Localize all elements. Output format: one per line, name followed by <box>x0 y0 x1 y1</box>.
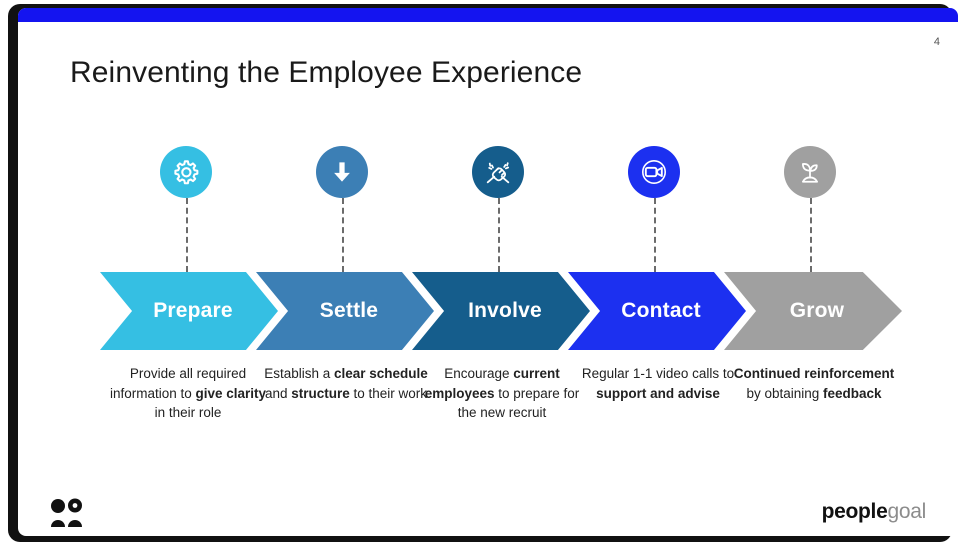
slide-shadow-frame: 4 Reinventing the Employee Experience <box>8 4 958 542</box>
peoplegoal-wordmark: peoplegoal <box>821 500 927 524</box>
step-connector-contact <box>654 198 656 272</box>
teamwork-grip-icon <box>472 146 524 198</box>
two-people-icon <box>48 498 84 528</box>
slide-top-accent-bar <box>18 8 958 22</box>
gear-icon <box>160 146 212 198</box>
page-number: 4 <box>933 36 940 48</box>
step-icon-contact <box>626 146 682 202</box>
step-caption-involve: Encourage current employees to prepare f… <box>424 366 580 421</box>
down-arrow-icon <box>316 146 368 198</box>
wordmark-goal: goal <box>887 500 926 523</box>
step-connector-settle <box>342 198 344 272</box>
page-title: Reinventing the Employee Experience <box>70 56 583 89</box>
video-camera-icon <box>628 146 680 198</box>
step-icon-prepare <box>158 146 214 202</box>
step-connector-grow <box>810 198 812 272</box>
process-icon-row <box>18 146 958 202</box>
step-label-involve: Involve <box>468 299 542 322</box>
step-connector-involve <box>498 198 500 272</box>
step-label-settle: Settle <box>319 299 379 322</box>
step-chevron-prepare[interactable]: Prepare <box>100 272 278 350</box>
step-caption-contact: Regular 1-1 video calls to support and a… <box>581 366 735 401</box>
step-icon-grow <box>782 146 838 202</box>
process-chevron-row: Prepare Settle Involve Contact Grow <box>18 272 958 350</box>
step-connector-prepare <box>186 198 188 272</box>
step-icon-involve <box>470 146 526 202</box>
step-caption-prepare: Provide all required information to give… <box>109 366 267 421</box>
step-chevron-grow[interactable]: Grow <box>724 272 902 350</box>
step-chevron-involve[interactable]: Involve <box>412 272 590 350</box>
step-chevron-contact[interactable]: Contact <box>568 272 746 350</box>
step-chevron-settle[interactable]: Settle <box>256 272 434 350</box>
step-label-prepare: Prepare <box>153 299 233 322</box>
step-icon-settle <box>314 146 370 202</box>
wordmark-people: people <box>821 500 888 523</box>
step-caption-grow: Continued reinforcement by obtaining fee… <box>733 366 895 401</box>
slide-canvas: 4 Reinventing the Employee Experience <box>18 8 958 536</box>
step-label-grow: Grow <box>789 299 845 322</box>
step-caption-settle: Establish a clear schedule and structure… <box>264 366 428 401</box>
step-label-contact: Contact <box>621 299 701 322</box>
seedling-icon <box>784 146 836 198</box>
